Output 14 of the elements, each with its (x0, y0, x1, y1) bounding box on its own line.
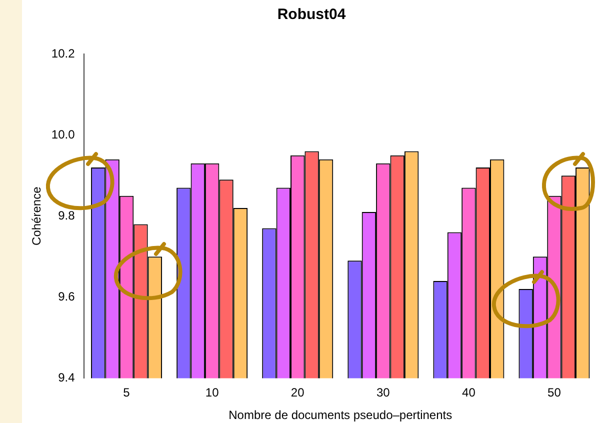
x-tick-label: 30 (376, 386, 390, 400)
x-tick-label: 20 (290, 386, 305, 400)
x-tick-label: 5 (123, 386, 130, 400)
y-tick-label: 10.2 (51, 46, 76, 60)
y-tick-label: 10.0 (51, 127, 76, 142)
chart-title: Robust04 (277, 6, 346, 24)
x-tick-label: 50 (548, 386, 562, 400)
y-tick-label: 9.4 (58, 370, 76, 385)
y-axis-title: Cohérence (30, 186, 44, 246)
x-axis-title: Nombre de documents pseudo–pertinents (228, 408, 452, 422)
x-tick-label: 40 (462, 386, 476, 400)
y-tick-label: 9.8 (58, 208, 76, 222)
x-tick-label: 10 (205, 386, 220, 400)
y-tick-label: 9.6 (58, 289, 76, 304)
